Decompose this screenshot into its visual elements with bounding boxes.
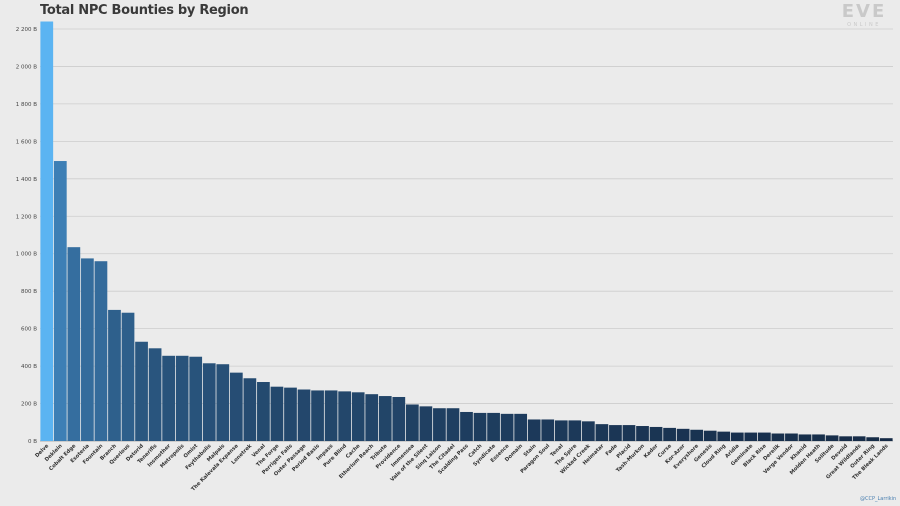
logo-sub-text: ONLINE [847,22,881,28]
eve-online-logo: EVE ONLINE [836,1,892,29]
bar [405,404,419,441]
bar [229,372,243,441]
bar [175,355,189,441]
bar [730,432,744,441]
bar [297,389,311,441]
x-tick-label: Kador [643,443,660,460]
bar [676,428,690,441]
bar [460,411,473,441]
y-axis-tick-labels: 0 B 200 B 400 B 600 B 800 B 1 000 B 1 200 B 1 4… [16,27,37,445]
bar [162,355,175,441]
bar [798,434,812,441]
y-tick-label: 1 600 B [16,139,37,145]
bar [866,437,880,441]
bar [758,432,771,441]
y-tick-label: 1 400 B [16,177,37,183]
logo-main-text: EVE [841,1,887,22]
bar [284,387,297,441]
bar [446,408,460,441]
bar [202,363,216,441]
bar [487,412,500,441]
bar [595,424,609,441]
bar [649,426,663,441]
y-tick-label: 200 B [21,402,37,408]
chart-title: Total NPC Bounties by Region [40,3,249,18]
bar [663,427,676,441]
bar [581,421,595,441]
bar [351,392,365,441]
bar [879,438,893,441]
bar [243,378,257,441]
y-tick-label: 2 200 B [16,27,37,33]
y-tick-label: 1 000 B [16,252,37,258]
bar [636,426,649,441]
bar [53,161,67,441]
y-tick-label: 1 800 B [16,102,37,108]
bar [717,431,731,441]
bar [473,412,487,441]
y-tick-label: 400 B [21,364,37,370]
bar [270,386,284,441]
bar [135,341,148,441]
bar [852,436,866,441]
bar [433,408,446,441]
bar [609,425,622,441]
bar [839,436,852,441]
bar [40,21,54,441]
bar [622,425,636,441]
bar [785,433,798,441]
bar [67,247,81,441]
bar [392,396,406,441]
author-credit: @CCP_Larrikin [860,496,897,502]
bar [825,435,839,441]
bar [81,258,94,441]
bar [189,356,203,441]
bar [812,434,825,441]
y-tick-label: 1 200 B [16,214,37,220]
bar [378,396,392,441]
bar [500,413,514,441]
bar [94,261,108,441]
bar [771,433,785,441]
bar [324,390,338,441]
bar [108,309,121,441]
y-tick-label: 0 B [28,439,37,445]
bar [338,391,352,441]
bar [121,312,135,441]
bar [568,420,582,441]
y-tick-label: 800 B [21,289,37,295]
bar [527,419,541,441]
bars [40,21,893,441]
bar [514,413,528,441]
bar [216,364,230,441]
bar [541,419,555,441]
y-tick-label: 2 000 B [16,64,37,70]
y-tick-label: 600 B [21,327,37,333]
bar [703,430,717,441]
bar [311,390,324,441]
bar [744,432,758,441]
bar [365,394,379,441]
bar [554,420,568,441]
bar [690,429,704,441]
bar [419,406,433,441]
bar [148,348,162,441]
bar [257,382,270,441]
